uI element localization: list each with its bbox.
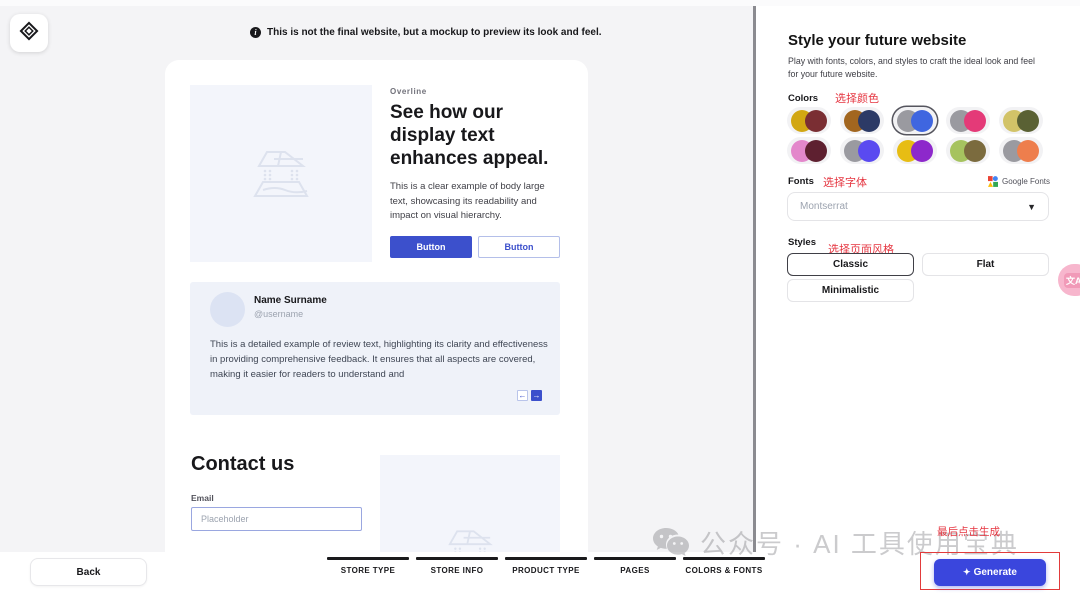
- review-prev-button[interactable]: ←: [517, 390, 528, 401]
- color-swatch-4[interactable]: [946, 107, 990, 134]
- color-swatch-2[interactable]: [840, 107, 884, 134]
- app-logo-button[interactable]: [10, 14, 48, 52]
- swatch-color-right: [911, 109, 933, 132]
- back-button[interactable]: Back: [30, 558, 147, 586]
- mockup-notice: i This is not the final website, but a m…: [250, 27, 602, 38]
- google-fonts-icon: [987, 176, 998, 187]
- fonts-annotation: 选择字体: [823, 177, 867, 189]
- step-label: COLORS & FONTS: [685, 565, 763, 575]
- hero-body-text: This is a clear example of body large te…: [390, 181, 545, 221]
- wizard-steps: STORE TYPE STORE INFO PRODUCT TYPE PAGES COL…: [327, 557, 765, 575]
- review-text: This is a detailed example of review tex…: [210, 339, 548, 381]
- style-options-grid: Classic Flat Minimalistic: [787, 253, 1049, 302]
- hero-image-placeholder: [190, 85, 372, 262]
- hero-overline: Overline: [390, 87, 427, 96]
- color-swatch-5[interactable]: [999, 107, 1043, 134]
- step-progress-bar: [505, 557, 587, 560]
- style-option-minimalistic[interactable]: Minimalistic: [787, 279, 914, 302]
- style-option-classic[interactable]: Classic: [787, 253, 914, 276]
- hero-heading: See how our display text enhances appeal…: [390, 102, 549, 169]
- colors-label: Colors: [788, 93, 819, 104]
- reviewer-username: @username: [254, 309, 304, 319]
- contact-email-label: Email: [191, 493, 214, 503]
- font-select-dropdown[interactable]: Montserrat ▼: [787, 192, 1049, 221]
- google-fonts-badge: Google Fonts: [987, 176, 1050, 187]
- website-preview-card: Overline See how our display text enhanc…: [165, 60, 588, 593]
- color-swatch-1[interactable]: [787, 107, 831, 134]
- diamond-logo-icon: [18, 20, 40, 47]
- step-progress-bar: [416, 557, 498, 560]
- contact-heading: Contact us: [191, 453, 295, 475]
- step-store-type[interactable]: STORE TYPE: [327, 557, 409, 575]
- step-label: STORE TYPE: [340, 565, 396, 575]
- color-swatch-7[interactable]: [840, 137, 884, 164]
- contact-email-input[interactable]: [191, 507, 362, 531]
- styles-label: Styles: [788, 237, 816, 248]
- color-swatch-3-selected[interactable]: [893, 107, 937, 134]
- swatch-color-right: [858, 139, 880, 162]
- info-icon: i: [250, 27, 261, 38]
- review-card: Name Surname @username This is a detaile…: [190, 282, 560, 415]
- generate-annotation: 最后点击生成: [937, 526, 1000, 538]
- color-swatch-grid: [787, 107, 1049, 164]
- step-store-info[interactable]: STORE INFO: [416, 557, 498, 575]
- swatch-color-right: [1017, 109, 1039, 132]
- step-label: PRODUCT TYPE: [512, 565, 580, 575]
- bottom-bar: Back STORE TYPE STORE INFO PRODUCT TYPE PAG…: [0, 552, 1080, 593]
- generate-highlight-box: [920, 552, 1060, 590]
- font-select-value: Montserrat: [800, 201, 848, 212]
- swatch-color-right: [964, 139, 986, 162]
- swatch-color-right: [858, 109, 880, 132]
- panel-description: Play with fonts, colors, and styles to c…: [788, 56, 1035, 80]
- step-progress-bar: [683, 557, 765, 560]
- swatch-color-right: [805, 109, 827, 132]
- step-label: PAGES: [620, 565, 650, 575]
- style-settings-panel: Style your future website Play with font…: [756, 0, 1080, 593]
- panel-resize-divider[interactable]: [753, 6, 756, 553]
- step-progress-bar: [594, 557, 676, 560]
- translate-fab-button[interactable]: 文A: [1058, 264, 1080, 296]
- step-pages[interactable]: PAGES: [594, 557, 676, 575]
- generate-button[interactable]: ✦ Generate: [934, 559, 1046, 586]
- google-fonts-label: Google Fonts: [1001, 177, 1050, 186]
- panel-title: Style your future website: [788, 32, 967, 49]
- color-swatch-10[interactable]: [999, 137, 1043, 164]
- fonts-label: Fonts: [788, 176, 814, 187]
- style-option-flat[interactable]: Flat: [922, 253, 1049, 276]
- color-swatch-6[interactable]: [787, 137, 831, 164]
- swatch-color-right: [805, 139, 827, 162]
- hero-text-column: Overline See how our display text enhanc…: [390, 87, 565, 259]
- step-progress-bar: [327, 557, 409, 560]
- step-label: STORE INFO: [430, 565, 484, 575]
- reviewer-avatar: [210, 292, 245, 327]
- step-colors-fonts[interactable]: COLORS & FONTS: [683, 557, 765, 575]
- swatch-color-right: [1017, 139, 1039, 162]
- swatch-color-right: [911, 139, 933, 162]
- sparkle-icon: ✦: [963, 567, 971, 577]
- reviewer-name: Name Surname: [254, 295, 327, 306]
- hero-secondary-button[interactable]: Button: [478, 236, 560, 259]
- color-swatch-9[interactable]: [946, 137, 990, 164]
- color-swatch-8[interactable]: [893, 137, 937, 164]
- step-product-type[interactable]: PRODUCT TYPE: [505, 557, 587, 575]
- top-strip: [0, 0, 1080, 6]
- generate-label: Generate: [973, 567, 1017, 578]
- image-placeholder-icon: [253, 150, 309, 197]
- swatch-color-right: [964, 109, 986, 132]
- colors-annotation: 选择颜色: [835, 93, 879, 105]
- hero-primary-button[interactable]: Button: [390, 236, 472, 259]
- translate-icon: 文A: [1064, 272, 1080, 288]
- notice-text: This is not the final website, but a moc…: [267, 27, 602, 38]
- chevron-down-icon: ▼: [1027, 201, 1036, 212]
- review-next-button[interactable]: →: [531, 390, 542, 401]
